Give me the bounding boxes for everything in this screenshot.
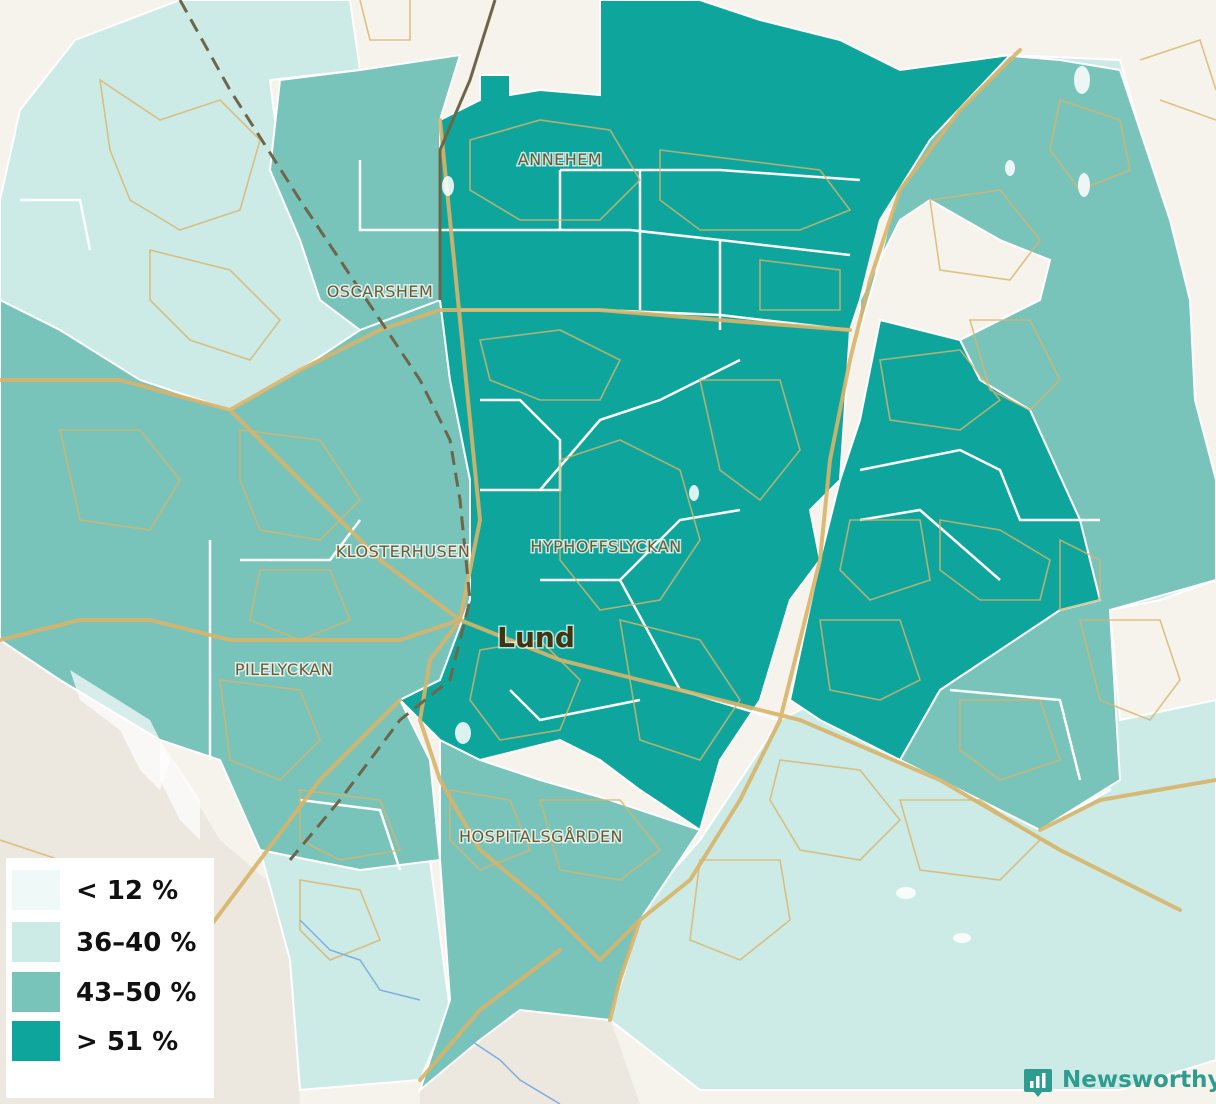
district-label-annehem: ANNEHEM xyxy=(518,150,602,169)
legend-swatch xyxy=(12,922,60,962)
district-label-hospitalsgarden: HOSPITALSGÅRDEN xyxy=(459,827,623,846)
legend-item: 36–40 % xyxy=(10,922,210,962)
brand-name: Newsworthy xyxy=(1062,1067,1216,1093)
railway xyxy=(178,0,497,861)
newsworthy-logo-icon xyxy=(1024,1069,1052,1097)
district-label-hyphoffslyckan: HYPHOFFSLYCKAN xyxy=(530,537,681,556)
map-legend: < 12 % 36–40 % 43–50 % > 51 % xyxy=(6,858,214,1098)
legend-label: 36–40 % xyxy=(76,928,197,958)
legend-item: > 51 % xyxy=(10,1021,210,1061)
legend-item: < 12 % xyxy=(10,870,210,910)
region-over-51 xyxy=(398,0,1102,832)
district-label-oscarshem: OSCARSHEM xyxy=(327,282,434,301)
legend-swatch xyxy=(12,870,60,910)
legend-item: 43–50 % xyxy=(10,972,210,1012)
southwest-wetland xyxy=(70,670,170,790)
legend-label: < 12 % xyxy=(76,876,179,906)
district-boundaries xyxy=(20,160,1100,871)
district-label-pilelyckan: PILELYCKAN xyxy=(235,660,333,679)
southwest-wetland-2 xyxy=(160,740,200,840)
stream xyxy=(299,919,421,1001)
legend-label: 43–50 % xyxy=(76,978,197,1008)
newsworthy-brand[interactable]: Newsworthy xyxy=(1022,1066,1216,1100)
water-features xyxy=(442,66,1090,943)
legend-swatch xyxy=(12,1021,60,1061)
city-label: Lund xyxy=(497,621,575,654)
legend-swatch xyxy=(12,972,60,1012)
district-label-klosterhusen: KLOSTERHUSEN xyxy=(336,542,471,561)
legend-label: > 51 % xyxy=(76,1027,179,1057)
stream-south xyxy=(469,1039,561,1104)
